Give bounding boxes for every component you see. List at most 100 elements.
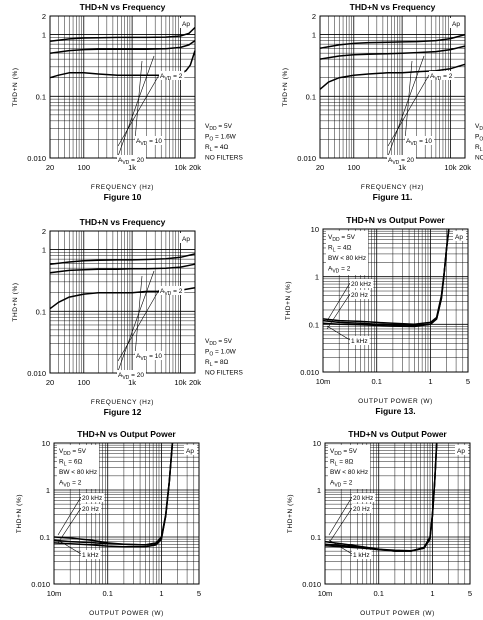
figure-caption: Figure 11. (373, 192, 413, 202)
condition-text: VDD = 5V (205, 123, 233, 132)
x-tick-label: 1k (128, 378, 136, 387)
ap-badge: Ap (186, 448, 194, 455)
callout-line (57, 496, 82, 536)
x-tick-label: 10k (174, 163, 186, 172)
callout-box (135, 136, 164, 145)
y-axis-label: THD+N (%) (282, 67, 289, 106)
curve-label: 20 Hz (82, 506, 99, 513)
x-tick-label: 100 (348, 163, 361, 172)
conditions-box (57, 445, 100, 489)
conditions-box (203, 120, 245, 164)
series-line-1 (319, 33, 466, 50)
x-axis-label: OUTPUT POWER (W) (358, 398, 433, 405)
series-line-3 (322, 228, 450, 327)
condition-text: RL = 8Ω (205, 359, 229, 368)
curve-label: 20 Hz (351, 292, 368, 299)
callout-line (326, 282, 351, 322)
y-tick-label: 0.1 (311, 533, 321, 542)
x-tick-label: 1k (398, 163, 406, 172)
grid (50, 231, 195, 373)
callout-line (404, 60, 413, 141)
chart-title: THD+N vs Output Power (346, 215, 445, 225)
conditions-box (328, 445, 371, 489)
curve-label: 1 kHz (351, 338, 368, 345)
condition-text: PO = 1.6W (205, 134, 237, 143)
x-tick-label: 10m (318, 589, 333, 598)
ap-badge: Ap (182, 236, 190, 243)
callout-box (159, 286, 185, 295)
curve-label: AVD = 2 (430, 73, 453, 82)
y-tick-label: 0.010 (302, 580, 321, 589)
x-tick-label: 20k (459, 163, 471, 172)
x-tick-label: 5 (466, 377, 470, 386)
plot-frame (324, 442, 471, 585)
y-tick-label: 0.010 (27, 154, 46, 163)
x-tick-label: 0.1 (374, 589, 384, 598)
y-tick-label: 1 (42, 31, 46, 40)
series-line-2 (49, 263, 196, 274)
curve-label: AVD = 20 (118, 157, 144, 166)
ap-badge-box (180, 18, 193, 28)
y-tick-label: 1 (46, 486, 50, 495)
figure-caption: Figure 10 (104, 192, 142, 202)
callout-line (57, 507, 82, 544)
y-tick-label: 10 (42, 439, 50, 448)
condition-text: RL = 6Ω (59, 459, 83, 468)
condition-text: VDD = 5V (205, 338, 233, 347)
condition-text: AVD = 2 (328, 266, 351, 275)
ap-badge: Ap (457, 448, 465, 455)
x-tick-label: 10m (47, 589, 62, 598)
chart-panel-3: 20 100 1k 10k 20k 0.010 0.1 1 2 FREQUENCY (Hz) THD… (12, 217, 245, 417)
curve-label: AVD = 10 (136, 138, 162, 147)
chart-title: THD+N vs Output Power (348, 429, 447, 439)
y-tick-label: 2 (42, 12, 46, 21)
y-tick-label: 10 (311, 225, 319, 234)
y-tick-label: 0.010 (31, 580, 50, 589)
x-tick-label: 1 (430, 589, 434, 598)
callout-line (386, 55, 425, 160)
y-tick-label: 1 (317, 486, 321, 495)
curve-label: 20 kHz (82, 495, 102, 502)
callout-box (352, 504, 372, 513)
callout-box (117, 370, 146, 379)
curve-label: AVD = 20 (118, 372, 144, 381)
callout-line (57, 539, 82, 555)
x-tick-label: 20k (189, 378, 201, 387)
callout-line (328, 496, 353, 536)
callout-line (328, 507, 353, 544)
callout-line (117, 289, 160, 362)
ap-badge-box (453, 231, 466, 241)
condition-text: AVD = 2 (330, 480, 353, 489)
series-line-3 (324, 442, 438, 552)
y-tick-label: 0.1 (306, 92, 316, 101)
condition-text: VDD = 5V (330, 448, 358, 457)
x-axis-label: OUTPUT POWER (W) (360, 610, 435, 617)
condition-text: RL = 4Ω (328, 245, 352, 254)
curve-label: AVD = 2 (160, 73, 183, 82)
condition-text: NO FILTERS (205, 370, 243, 377)
x-tick-label: 1 (428, 377, 432, 386)
curve-label: AVD = 10 (406, 138, 432, 147)
callout-line (387, 74, 430, 147)
x-tick-label: 20 (46, 378, 54, 387)
callout-box (350, 290, 370, 299)
x-tick-label: 10m (316, 377, 331, 386)
conditions-box (203, 335, 245, 379)
callout-box (352, 493, 376, 502)
y-tick-label: 0.010 (300, 368, 319, 377)
plot-frame (322, 228, 469, 373)
condition-text: VDD = 5V (59, 448, 87, 457)
condition-text: RL = 4Ω (205, 144, 229, 153)
callout-line (134, 275, 143, 356)
condition-text: PO = 1.0W (205, 349, 237, 358)
curve-label: AVD = 20 (388, 157, 414, 166)
x-axis-label: FREQUENCY (Hz) (91, 184, 154, 191)
curve-label: 1 kHz (82, 552, 99, 559)
ap-badge-box (450, 18, 463, 28)
series-line-1 (49, 26, 196, 42)
callout-line (326, 325, 351, 341)
chart-panel-2: 20 100 1k 10k 20k 0.010 0.1 1 2 FREQUENCY (Hz) THD… (282, 2, 483, 202)
curve-label: 20 kHz (351, 281, 371, 288)
condition-text: VDD = 5V (328, 234, 356, 243)
